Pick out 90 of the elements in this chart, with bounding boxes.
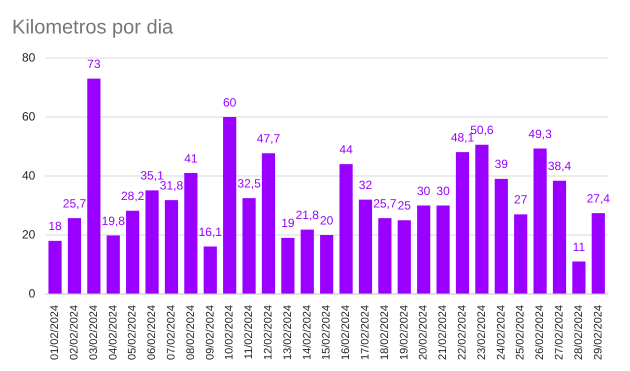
bar [68, 218, 82, 294]
x-tick-label: 25/02/2024 [514, 304, 527, 360]
data-label: 19 [281, 216, 295, 230]
bar [552, 180, 566, 294]
data-label: 18 [48, 219, 62, 234]
bar [281, 238, 294, 294]
bar [126, 210, 140, 294]
bar [106, 236, 120, 294]
bar [300, 230, 314, 294]
data-label: 28,2 [120, 189, 145, 204]
x-tick-label: 15/02/2024 [320, 304, 333, 360]
x-tick-label: 09/02/2024 [204, 304, 216, 360]
data-label: 20 [320, 213, 334, 228]
data-label: 30 [436, 184, 450, 198]
data-label: 21,8 [296, 208, 320, 222]
bar [494, 178, 508, 294]
bar [87, 78, 100, 294]
x-tick-label: 14/02/2024 [301, 304, 314, 360]
x-tick-label: 23/02/2024 [476, 304, 488, 360]
x-tick-label: 16/02/2024 [340, 304, 352, 360]
x-tick-label: 12/02/2024 [262, 304, 274, 360]
data-label: 30 [417, 184, 431, 198]
data-label: 32 [358, 178, 372, 192]
x-tick-label: 01/02/2024 [49, 304, 62, 360]
x-tick-label: 17/02/2024 [360, 304, 372, 360]
data-label: 25,7 [62, 196, 86, 210]
bar [339, 164, 353, 294]
chart-title: Kilometros por dia [12, 16, 174, 39]
data-label: 11 [572, 240, 586, 254]
y-tick-label: 60 [22, 109, 36, 124]
data-label: 47,7 [256, 132, 280, 146]
data-label: 60 [222, 95, 237, 110]
y-tick-label: 40 [22, 168, 36, 182]
data-label: 32,5 [237, 176, 262, 190]
bar [262, 153, 276, 294]
bar [358, 200, 372, 294]
bar [592, 213, 605, 294]
data-label: 19,8 [102, 214, 126, 228]
x-tick-label: 04/02/2024 [107, 304, 120, 360]
x-tick-label: 24/02/2024 [495, 304, 508, 360]
x-tick-label: 13/02/2024 [282, 304, 294, 360]
y-tick-label: 20 [22, 227, 36, 242]
x-tick-label: 27/02/2024 [554, 304, 566, 360]
bar [533, 148, 547, 294]
y-tick-label: 80 [22, 50, 36, 64]
x-tick-label: 29/02/2024 [592, 304, 604, 360]
x-tick-label: 05/02/2024 [126, 304, 139, 360]
bar [398, 220, 411, 294]
x-tick-label: 11/02/2024 [243, 304, 256, 360]
data-label: 44 [339, 142, 354, 156]
x-tick-label: 08/02/2024 [184, 304, 197, 360]
bar [164, 200, 178, 294]
bar [436, 205, 450, 294]
x-tick-label: 20/02/2024 [418, 304, 430, 360]
y-tick-label: 0 [28, 286, 36, 300]
x-tick-label: 18/02/2024 [378, 304, 391, 360]
data-label: 73 [87, 56, 101, 71]
bar [475, 144, 488, 294]
x-tick-label: 10/02/2024 [224, 304, 236, 360]
x-tick-label: 22/02/2024 [456, 304, 469, 360]
data-label: 25,7 [373, 196, 397, 210]
data-label: 27,4 [586, 191, 610, 206]
data-label: 16,1 [198, 224, 222, 239]
bar [145, 190, 159, 294]
bar [456, 152, 470, 294]
bar [572, 262, 586, 294]
data-label: 41 [184, 151, 198, 166]
x-tick-label: 07/02/2024 [165, 304, 178, 360]
x-tick-label: 03/02/2024 [88, 304, 100, 360]
x-tick-label: 26/02/2024 [534, 304, 546, 360]
bar [48, 240, 62, 294]
data-label: 38,4 [548, 159, 572, 174]
x-tick-label: 02/02/2024 [68, 304, 80, 360]
bar [223, 116, 236, 294]
bar [204, 246, 217, 294]
data-label: 31,8 [160, 178, 184, 192]
data-label: 27 [514, 192, 528, 207]
x-tick-label: 21/02/2024 [437, 304, 450, 360]
bar [184, 173, 198, 294]
bar [320, 234, 334, 294]
data-label: 25 [398, 198, 412, 213]
x-tick-label: 19/02/2024 [398, 304, 410, 360]
bar [242, 198, 256, 294]
bar [378, 218, 392, 294]
bar [417, 205, 430, 294]
x-tick-label: 06/02/2024 [146, 304, 158, 360]
x-tick-label: 28/02/2024 [572, 304, 585, 360]
bar [514, 214, 528, 294]
data-label: 39 [494, 157, 508, 172]
data-label: 49,3 [528, 126, 552, 141]
